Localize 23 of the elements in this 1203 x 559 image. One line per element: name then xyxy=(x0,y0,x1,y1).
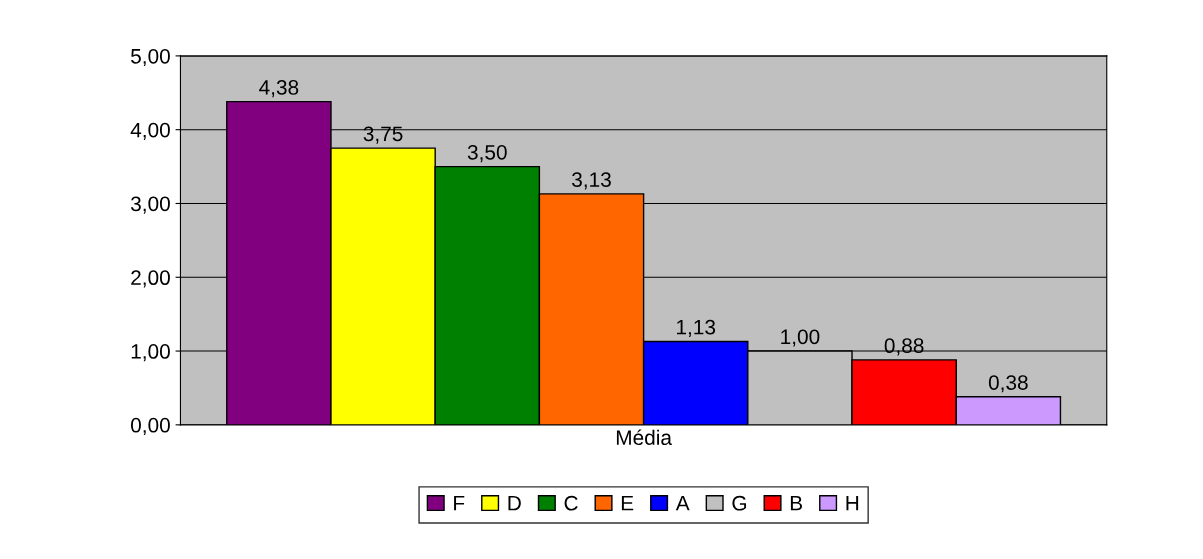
legend-label: C xyxy=(564,495,578,511)
legend-label: F xyxy=(454,496,465,511)
data-label: 3,50 xyxy=(467,144,507,163)
y-tick-label: 2,00 xyxy=(131,270,170,288)
data-label: 3,75 xyxy=(363,126,403,144)
y-tick-label: 0,00 xyxy=(131,417,170,436)
data-label: 0,38 xyxy=(988,375,1028,393)
legend-label: D xyxy=(508,496,521,511)
y-tick-label: 5,00 xyxy=(131,48,170,67)
y-tick-label: 1,00 xyxy=(131,344,170,362)
data-label: 0,88 xyxy=(884,338,924,356)
data-label: 1,13 xyxy=(677,319,716,338)
legend-label: B xyxy=(790,496,802,511)
legend-label: E xyxy=(621,496,634,511)
data-label: 3,13 xyxy=(572,172,611,190)
data-label: 4,38 xyxy=(259,80,299,98)
legend-label: H xyxy=(846,496,859,511)
data-label: 1,00 xyxy=(781,329,820,347)
x-tick-label: Média xyxy=(616,429,672,445)
legend-label: G xyxy=(732,495,746,511)
legend-label: A xyxy=(675,496,690,511)
y-tick-label: 4,00 xyxy=(130,122,170,140)
y-tick-label: 3,00 xyxy=(130,196,170,214)
